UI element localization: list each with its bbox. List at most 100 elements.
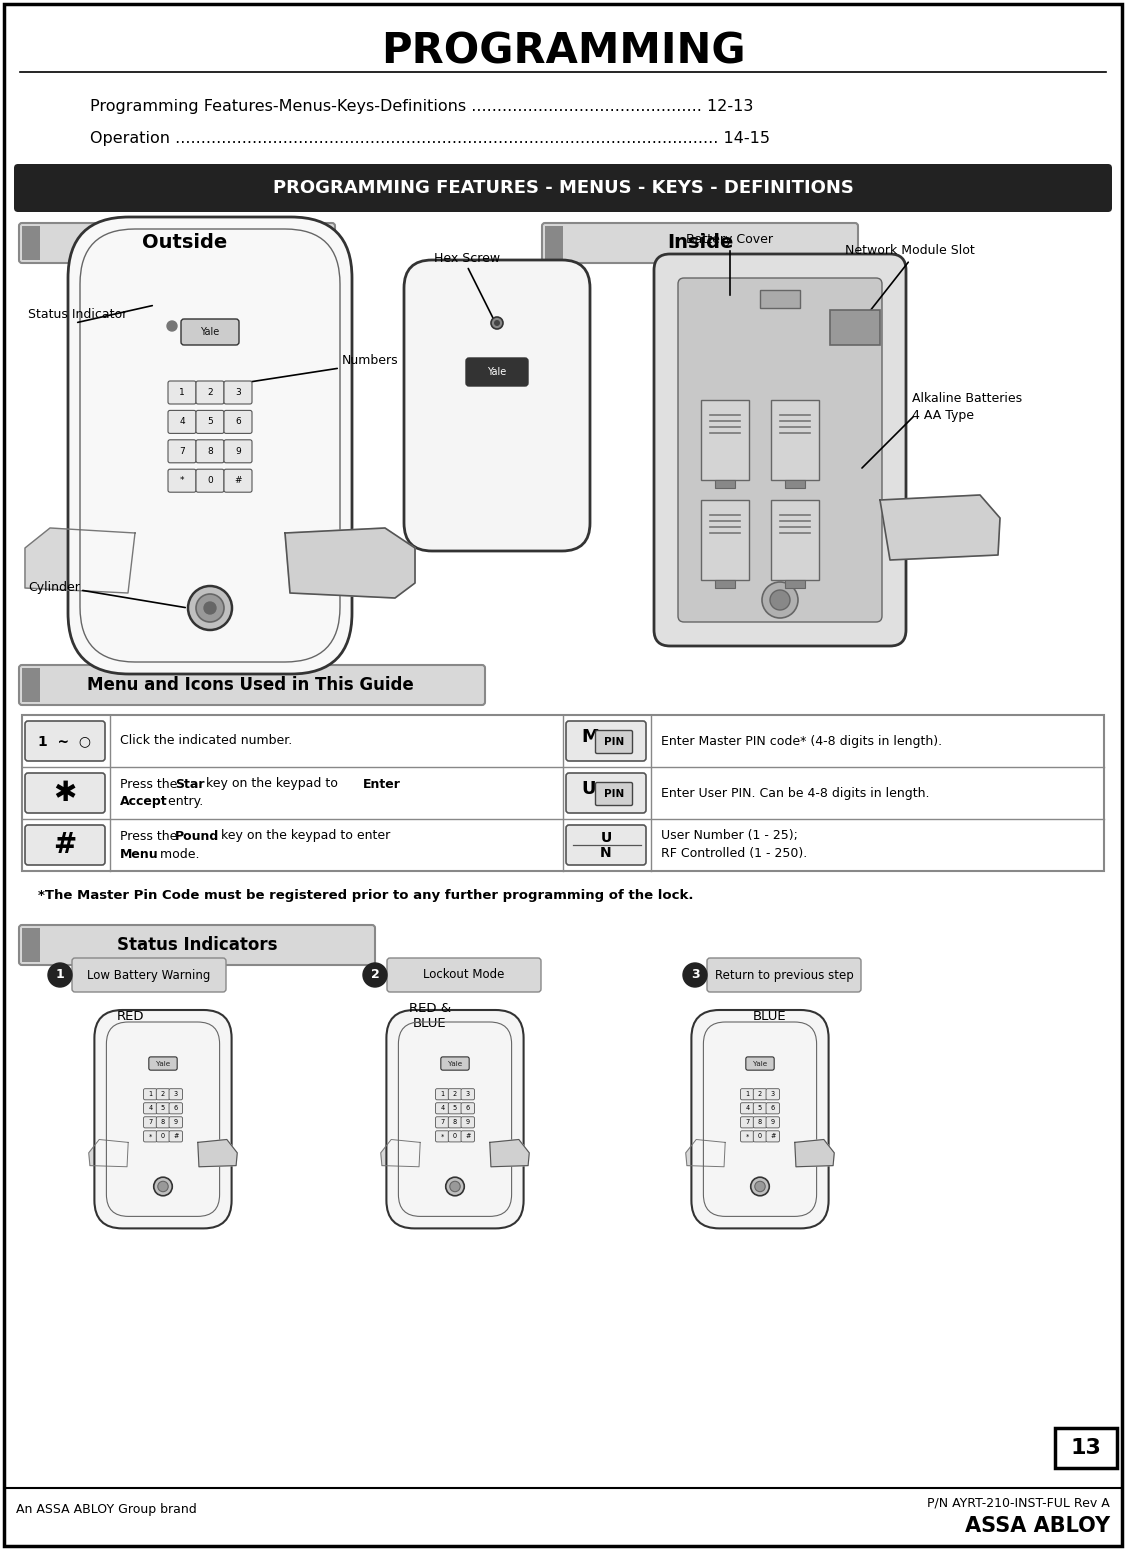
FancyBboxPatch shape	[25, 825, 105, 865]
Text: *: *	[440, 1133, 444, 1139]
FancyBboxPatch shape	[143, 1102, 157, 1114]
Text: 2: 2	[758, 1091, 762, 1097]
Text: 4: 4	[179, 417, 185, 426]
Text: M: M	[581, 728, 599, 746]
Text: Accept: Accept	[120, 795, 168, 809]
Text: 0: 0	[758, 1133, 762, 1139]
Text: 5: 5	[758, 1105, 762, 1111]
Text: Network Module Slot: Network Module Slot	[846, 243, 975, 256]
Bar	[701, 400, 749, 480]
Text: 1  ~  ○: 1 ~ ○	[38, 735, 91, 749]
Text: ✱: ✱	[53, 780, 77, 808]
Text: 4: 4	[440, 1105, 445, 1111]
Text: entry.: entry.	[164, 795, 204, 809]
Bar	[771, 400, 819, 480]
Text: 13: 13	[1071, 1438, 1101, 1459]
Bar	[771, 501, 819, 580]
Text: Yale: Yale	[155, 1060, 170, 1066]
Text: Alkaline Batteries: Alkaline Batteries	[912, 392, 1022, 405]
Bar	[701, 501, 749, 580]
Text: PROGRAMMING: PROGRAMMING	[381, 31, 745, 73]
Text: 6: 6	[173, 1105, 178, 1111]
Circle shape	[446, 1176, 464, 1195]
FancyBboxPatch shape	[440, 1057, 470, 1070]
FancyBboxPatch shape	[143, 1088, 157, 1100]
Bar	[760, 290, 799, 308]
Text: Pound: Pound	[175, 829, 220, 843]
Text: Click the indicated number.: Click the indicated number.	[120, 735, 293, 747]
FancyBboxPatch shape	[741, 1132, 754, 1142]
Text: #: #	[465, 1133, 471, 1139]
Circle shape	[762, 581, 798, 618]
FancyBboxPatch shape	[168, 470, 196, 493]
FancyBboxPatch shape	[753, 1116, 767, 1128]
Text: 8: 8	[161, 1119, 166, 1125]
FancyBboxPatch shape	[14, 164, 1112, 212]
Text: *: *	[180, 476, 185, 485]
Polygon shape	[490, 1139, 529, 1167]
Text: 3: 3	[173, 1091, 178, 1097]
FancyBboxPatch shape	[224, 381, 252, 405]
Bar	[715, 480, 735, 488]
Text: Yale: Yale	[200, 327, 220, 336]
FancyBboxPatch shape	[542, 223, 858, 264]
Bar	[1055, 1428, 1117, 1468]
Text: #: #	[770, 1133, 776, 1139]
Text: #: #	[53, 831, 77, 859]
Circle shape	[154, 1176, 172, 1195]
Polygon shape	[89, 1139, 128, 1167]
FancyBboxPatch shape	[566, 773, 646, 814]
Text: Status Indicators: Status Indicators	[117, 936, 277, 953]
FancyBboxPatch shape	[691, 1011, 829, 1229]
Text: Yale: Yale	[753, 1060, 767, 1066]
Text: 0: 0	[207, 476, 213, 485]
Polygon shape	[285, 529, 415, 598]
Text: 9: 9	[173, 1119, 178, 1125]
Circle shape	[48, 963, 72, 987]
Text: Hex Screw: Hex Screw	[434, 251, 500, 265]
Text: 1: 1	[149, 1091, 152, 1097]
FancyBboxPatch shape	[169, 1132, 182, 1142]
Text: 7: 7	[179, 446, 185, 456]
FancyBboxPatch shape	[196, 381, 224, 405]
FancyBboxPatch shape	[436, 1132, 449, 1142]
FancyBboxPatch shape	[224, 411, 252, 434]
Text: Press the: Press the	[120, 778, 181, 790]
FancyBboxPatch shape	[386, 1011, 524, 1229]
Text: Yale: Yale	[488, 367, 507, 377]
Text: 1: 1	[745, 1091, 749, 1097]
FancyBboxPatch shape	[436, 1088, 449, 1100]
FancyBboxPatch shape	[654, 254, 906, 646]
FancyBboxPatch shape	[169, 1116, 182, 1128]
Text: U: U	[581, 780, 596, 798]
Text: *The Master Pin Code must be registered prior to any further programming of the : *The Master Pin Code must be registered …	[38, 888, 694, 902]
Bar	[23, 668, 41, 702]
Text: 5: 5	[161, 1105, 166, 1111]
Text: BLUE: BLUE	[753, 1009, 787, 1023]
Text: 6: 6	[770, 1105, 775, 1111]
FancyBboxPatch shape	[448, 1132, 462, 1142]
Circle shape	[754, 1181, 766, 1192]
Text: Battery Cover: Battery Cover	[687, 234, 774, 246]
Polygon shape	[381, 1139, 420, 1167]
Text: Programming Features-Menus-Keys-Definitions ....................................: Programming Features-Menus-Keys-Definiti…	[90, 99, 753, 113]
Text: N: N	[600, 846, 611, 860]
FancyBboxPatch shape	[168, 381, 196, 405]
Circle shape	[204, 601, 216, 614]
FancyBboxPatch shape	[448, 1102, 462, 1114]
FancyBboxPatch shape	[466, 358, 528, 386]
Text: User Number (1 - 25);: User Number (1 - 25);	[661, 829, 798, 843]
Circle shape	[449, 1181, 461, 1192]
Text: 2: 2	[370, 969, 379, 981]
Circle shape	[770, 591, 790, 611]
Text: 4: 4	[149, 1105, 152, 1111]
Text: Enter User PIN. Can be 4-8 digits in length.: Enter User PIN. Can be 4-8 digits in len…	[661, 786, 929, 800]
FancyBboxPatch shape	[196, 440, 224, 463]
Text: 6: 6	[466, 1105, 470, 1111]
Bar	[830, 310, 881, 346]
Circle shape	[158, 1181, 168, 1192]
FancyBboxPatch shape	[753, 1088, 767, 1100]
Circle shape	[363, 963, 387, 987]
Text: ASSA ABLOY: ASSA ABLOY	[965, 1516, 1110, 1536]
FancyBboxPatch shape	[25, 773, 105, 814]
